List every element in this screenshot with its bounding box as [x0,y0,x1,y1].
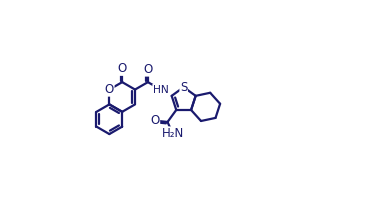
Text: O: O [150,114,160,127]
Text: O: O [143,63,153,76]
Text: H₂N: H₂N [161,127,184,140]
Text: S: S [180,81,187,94]
Text: O: O [105,83,114,96]
Text: HN: HN [153,85,169,95]
Text: O: O [118,62,127,75]
